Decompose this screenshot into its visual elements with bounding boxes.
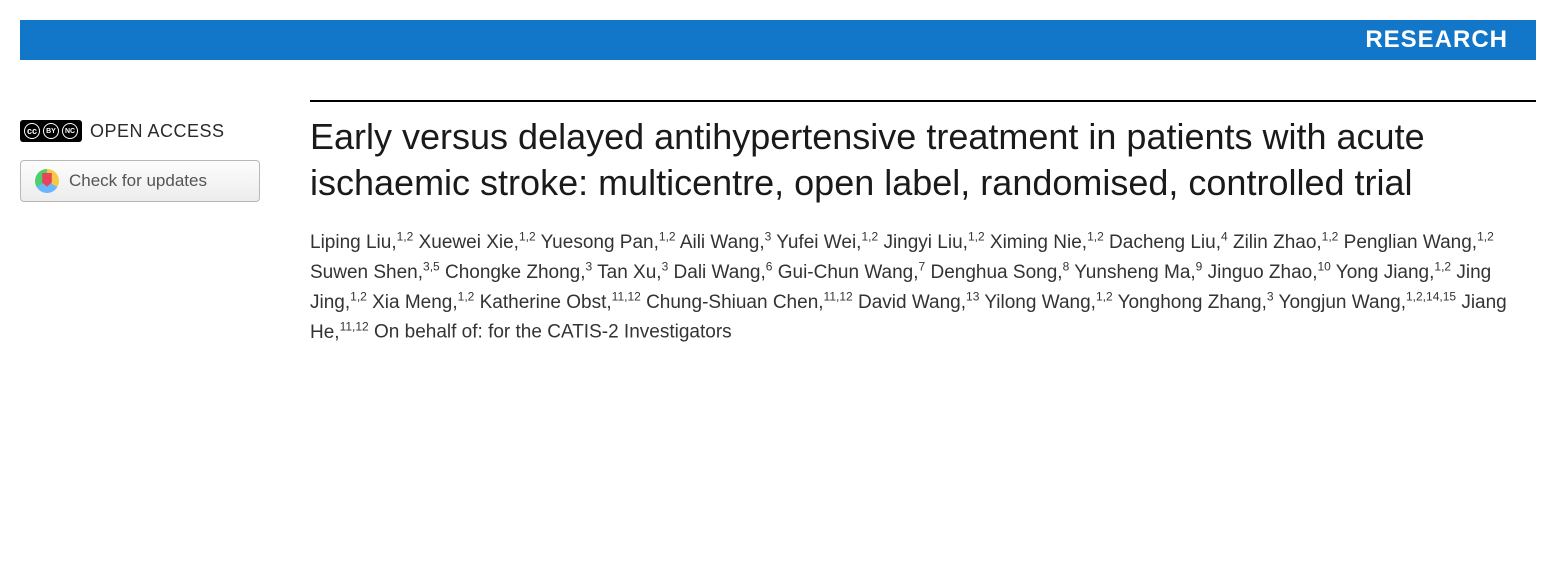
author: Denghua Song,8 bbox=[931, 262, 1070, 283]
author-affiliation: 3,5 bbox=[423, 260, 440, 274]
author: Yuesong Pan,1,2 bbox=[541, 232, 676, 253]
author-affiliation: 1,2 bbox=[659, 230, 676, 244]
author-affiliation: 1,2 bbox=[397, 230, 414, 244]
author-affiliation: 11,12 bbox=[340, 319, 369, 333]
author-affiliation: 11,12 bbox=[824, 290, 853, 304]
author-list: Liping Liu,1,2 Xuewei Xie,1,2 Yuesong Pa… bbox=[310, 228, 1536, 347]
author: Ximing Nie,1,2 bbox=[990, 232, 1104, 253]
on-behalf-text: On behalf of: for the CATIS-2 Investigat… bbox=[374, 322, 732, 343]
section-label: RESEARCH bbox=[1365, 26, 1508, 54]
author: Yufei Wei,1,2 bbox=[776, 232, 878, 253]
crossmark-icon bbox=[35, 169, 59, 193]
author: Gui-Chun Wang,7 bbox=[778, 262, 926, 283]
author: Yong Jiang,1,2 bbox=[1336, 262, 1451, 283]
author-affiliation: 3 bbox=[586, 260, 593, 274]
author-affiliation: 4 bbox=[1221, 230, 1228, 244]
author: Chongke Zhong,3 bbox=[445, 262, 592, 283]
author-affiliation: 7 bbox=[919, 260, 926, 274]
author-affiliation: 13 bbox=[966, 290, 979, 304]
cc-icon: cc bbox=[24, 123, 40, 139]
author-affiliation: 1,2 bbox=[458, 290, 475, 304]
section-banner: RESEARCH bbox=[20, 20, 1536, 60]
author-affiliation: 1,2 bbox=[1096, 290, 1113, 304]
sidebar: cc BY NC OPEN ACCESS Check for updates bbox=[20, 100, 280, 347]
open-access-badge: cc BY NC OPEN ACCESS bbox=[20, 120, 280, 142]
open-access-label: OPEN ACCESS bbox=[90, 121, 225, 142]
author: Yilong Wang,1,2 bbox=[984, 292, 1112, 313]
cc-license-icon: cc BY NC bbox=[20, 120, 82, 142]
author-affiliation: 3 bbox=[765, 230, 772, 244]
author-affiliation: 9 bbox=[1196, 260, 1203, 274]
check-updates-label: Check for updates bbox=[69, 171, 207, 191]
author: Suwen Shen,3,5 bbox=[310, 262, 440, 283]
author: Aili Wang,3 bbox=[680, 232, 772, 253]
author: Tan Xu,3 bbox=[597, 262, 668, 283]
author: Yonghong Zhang,3 bbox=[1118, 292, 1274, 313]
author-affiliation: 1,2 bbox=[350, 290, 367, 304]
author-affiliation: 1,2 bbox=[1087, 230, 1104, 244]
author-affiliation: 1,2 bbox=[1477, 230, 1494, 244]
check-updates-button[interactable]: Check for updates bbox=[20, 160, 260, 202]
author: Zilin Zhao,1,2 bbox=[1233, 232, 1338, 253]
author: Jinguo Zhao,10 bbox=[1208, 262, 1331, 283]
author-affiliation: 10 bbox=[1318, 260, 1331, 274]
author-affiliation: 6 bbox=[766, 260, 773, 274]
author: Yunsheng Ma,9 bbox=[1074, 262, 1202, 283]
author-affiliation: 3 bbox=[662, 260, 669, 274]
author-affiliation: 8 bbox=[1063, 260, 1070, 274]
author: Dacheng Liu,4 bbox=[1109, 232, 1228, 253]
author-affiliation: 1,2 bbox=[1434, 260, 1451, 274]
author-affiliation: 1,2 bbox=[1322, 230, 1339, 244]
author: Katherine Obst,11,12 bbox=[480, 292, 641, 313]
author: Xia Meng,1,2 bbox=[372, 292, 474, 313]
article-title: Early versus delayed antihypertensive tr… bbox=[310, 114, 1536, 206]
author-affiliation: 1,2,14,15 bbox=[1406, 290, 1456, 304]
author-affiliation: 1,2 bbox=[861, 230, 878, 244]
author: Dali Wang,6 bbox=[674, 262, 773, 283]
author: Xuewei Xie,1,2 bbox=[419, 232, 536, 253]
author-affiliation: 11,12 bbox=[612, 290, 641, 304]
nc-icon: NC bbox=[62, 123, 78, 139]
content-row: cc BY NC OPEN ACCESS Check for updates E… bbox=[0, 60, 1546, 347]
by-icon: BY bbox=[43, 123, 59, 139]
author-affiliation: 3 bbox=[1267, 290, 1274, 304]
author: Penglian Wang,1,2 bbox=[1344, 232, 1494, 253]
author: David Wang,13 bbox=[858, 292, 979, 313]
author-affiliation: 1,2 bbox=[968, 230, 985, 244]
author: Liping Liu,1,2 bbox=[310, 232, 413, 253]
author: Yongjun Wang,1,2,14,15 bbox=[1279, 292, 1457, 313]
article-main: Early versus delayed antihypertensive tr… bbox=[310, 100, 1536, 347]
author: Jingyi Liu,1,2 bbox=[883, 232, 984, 253]
author: Chung-Shiuan Chen,11,12 bbox=[646, 292, 853, 313]
author-affiliation: 1,2 bbox=[519, 230, 536, 244]
